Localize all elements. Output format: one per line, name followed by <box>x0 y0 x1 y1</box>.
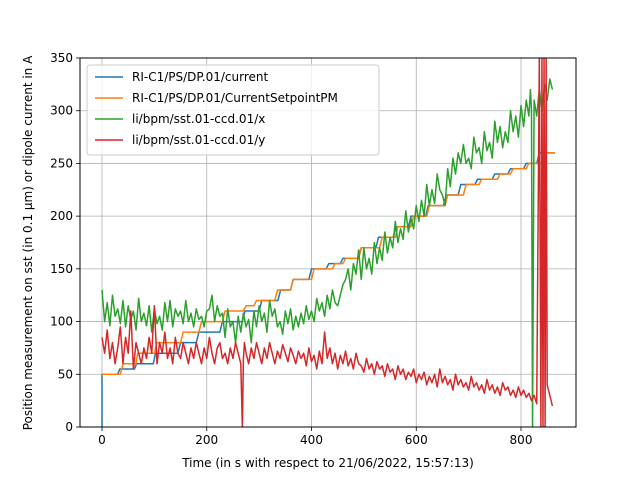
x-tick-label: 0 <box>98 433 106 447</box>
y-tick-label: 350 <box>50 51 73 65</box>
legend-label: RI-C1/PS/DP.01/current <box>132 70 268 84</box>
y-tick-label: 250 <box>50 156 73 170</box>
x-tick-label: 600 <box>405 433 428 447</box>
y-tick-label: 50 <box>58 367 73 381</box>
y-axis-ticks: 0 50 100 150 200 250 300 350 <box>50 51 80 434</box>
series-layer <box>101 58 556 427</box>
y-axis-label: Position measurement on sst (in 0.1 μm) … <box>21 55 35 430</box>
legend: RI-C1/PS/DP.01/current RI-C1/PS/DP.01/Cur… <box>86 64 380 156</box>
legend-box <box>86 64 380 156</box>
x-tick-label: 400 <box>300 433 323 447</box>
y-tick-label: 100 <box>50 315 73 329</box>
series-line-2 <box>102 152 556 376</box>
legend-label: li/bpm/sst.01-ccd.01/x <box>132 112 265 126</box>
x-axis-label: Time (in s with respect to 21/06/2022, 1… <box>181 456 474 470</box>
y-tick-label: 300 <box>50 104 73 118</box>
x-tick-label: 200 <box>195 433 218 447</box>
series-line-3 <box>101 78 554 427</box>
legend-label: li/bpm/sst.01-ccd.01/y <box>132 133 265 147</box>
y-tick-label: 0 <box>65 420 73 434</box>
x-axis-ticks: 0 200 400 600 800 <box>98 427 532 447</box>
series-line-4 <box>101 58 554 427</box>
plot-area <box>101 58 556 427</box>
plot-frame <box>79 57 577 428</box>
x-tick-label: 800 <box>510 433 533 447</box>
y-tick-label: 200 <box>50 209 73 223</box>
y-tick-label: 150 <box>50 262 73 276</box>
legend-label: RI-C1/PS/DP.01/CurrentSetpointPM <box>132 91 338 105</box>
